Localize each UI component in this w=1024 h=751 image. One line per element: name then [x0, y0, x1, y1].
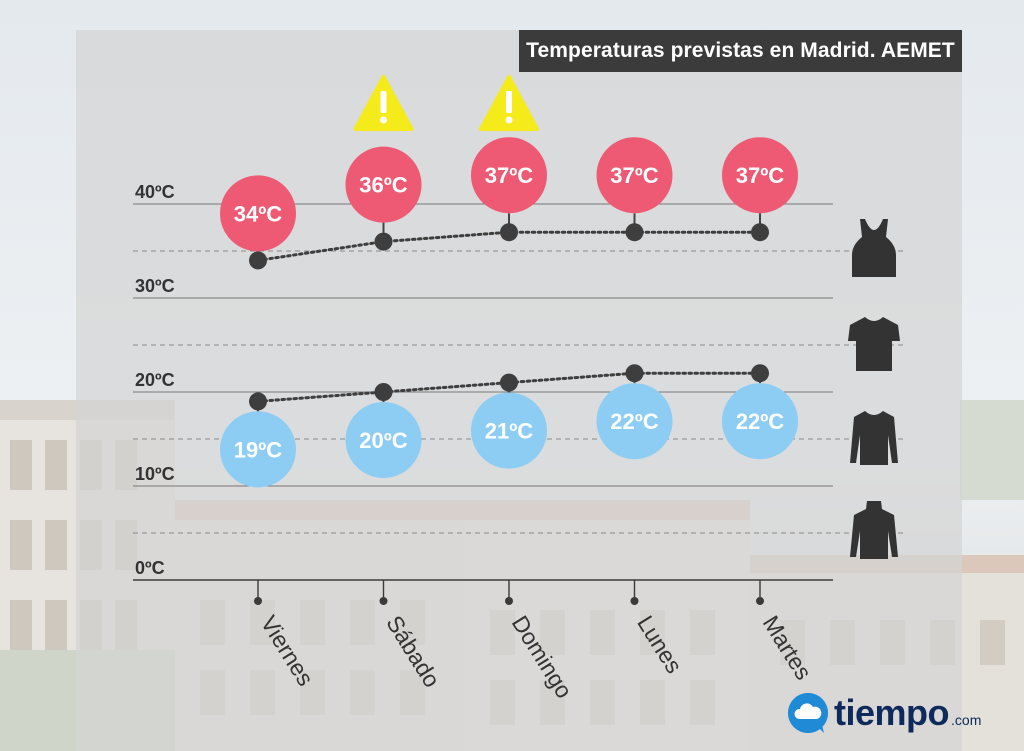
warning-bar: [380, 91, 387, 113]
day-label: Lunes: [632, 611, 687, 678]
max-temp-label: 37ºC: [736, 163, 785, 188]
x-tick-dot: [505, 597, 513, 605]
warning-bar: [506, 91, 512, 113]
min-temp-bubble: [220, 411, 296, 488]
max-temp-label: 36ºC: [359, 173, 408, 198]
day-label: Viernes: [256, 611, 319, 691]
min-temp-point: [249, 392, 267, 411]
x-tick-dot: [630, 597, 639, 605]
long-sleeve-shirt-icon: [850, 411, 898, 465]
y-tick-label: 30ºC: [135, 276, 175, 296]
y-tick-label: 0ºC: [135, 558, 165, 578]
min-temp-label: 21ºC: [485, 419, 534, 444]
min-temp-bubble: [722, 383, 798, 460]
x-tick-dot: [379, 597, 388, 605]
series: [249, 213, 769, 412]
temperature-bubbles: 34ºC 36ºC 37ºC 37ºC 37ºC 19ºC 20ºC 21ºC 22ºC 22ºC: [220, 137, 798, 488]
y-tick-labels: 0ºC 10ºC 20ºC 30ºC 40ºC: [135, 182, 175, 578]
day-label: Sábado: [381, 611, 445, 692]
max-temp-point: [374, 232, 393, 251]
max-temp-label: 37ºC: [485, 163, 534, 188]
day-label: Martes: [758, 611, 817, 684]
tank-top-shape: [852, 219, 896, 277]
t-shirt-icon: [848, 317, 900, 371]
max-temp-point: [751, 223, 769, 242]
max-temp-point: [249, 251, 267, 270]
y-tick-label: 40ºC: [135, 182, 175, 202]
x-tick-dot: [756, 597, 764, 605]
max-temp-bubble: [345, 146, 422, 223]
cloud-logo-icon: [788, 693, 828, 733]
max-temp-bubble: [471, 137, 547, 214]
warning-icon: [479, 75, 539, 131]
y-tick-label: 20ºC: [135, 370, 175, 390]
min-temp-label: 22ºC: [736, 409, 785, 434]
min-temp-point: [751, 364, 769, 383]
x-tick-dot: [254, 597, 262, 605]
min-temp-label: 22ºC: [610, 409, 659, 434]
tank-top-icon: [852, 219, 896, 277]
max-temp-bubble: [722, 137, 798, 214]
tiempo-logo: tiempo .com: [788, 690, 981, 736]
x-axis: Viernes Sábado Domingo Lunes Martes: [254, 580, 817, 703]
max-temp-bubble: [220, 175, 296, 252]
min-temp-point: [374, 383, 393, 401]
max-temp-label: 37ºC: [610, 163, 659, 188]
chart-title: Temperaturas previstas en Madrid. AEMET: [519, 30, 962, 72]
min-temp-label: 19ºC: [234, 437, 283, 462]
clothing-icons: [848, 219, 900, 559]
t-shirt-shape: [848, 317, 900, 371]
warning-dot: [380, 116, 387, 124]
warnings: [353, 75, 539, 131]
min-temp-point: [625, 364, 644, 383]
max-temp-bubble: [596, 137, 673, 214]
turtleneck-icon: [850, 501, 898, 559]
long-sleeve-shape: [850, 411, 898, 465]
day-label: Domingo: [507, 611, 578, 703]
min-temp-point: [500, 373, 518, 392]
max-temp-label: 34ºC: [234, 201, 283, 226]
grid-lines: [133, 203, 833, 581]
brand-name: tiempo: [834, 692, 950, 733]
warning-dot: [505, 116, 513, 124]
max-temp-point: [500, 223, 518, 242]
min-temp-bubble: [596, 383, 673, 460]
warning-icon: [353, 75, 414, 131]
brand-tld: .com: [951, 712, 982, 728]
y-tick-label: 10ºC: [135, 464, 175, 484]
turtleneck-shape: [850, 501, 898, 559]
min-temp-label: 20ºC: [359, 428, 408, 453]
max-temp-point: [625, 223, 644, 242]
min-temp-bubble: [345, 402, 422, 478]
min-temp-bubble: [471, 392, 547, 469]
